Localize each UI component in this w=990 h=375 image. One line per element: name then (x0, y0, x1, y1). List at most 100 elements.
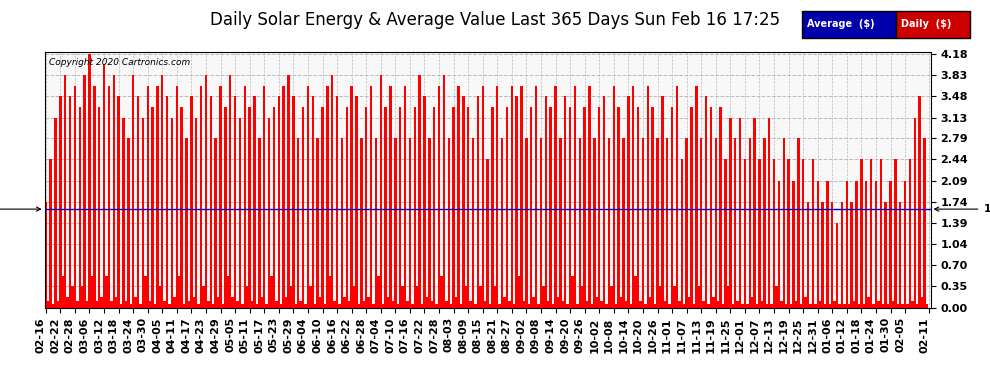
Bar (433, 107, 436, 308)
Bar (632, 86, 635, 308)
Bar (887, 304, 889, 307)
Bar (516, 96, 518, 308)
Bar (812, 159, 814, 308)
Bar (350, 86, 352, 308)
Bar (703, 302, 705, 307)
Bar (748, 138, 751, 308)
Text: 1.621: 1.621 (0, 204, 41, 214)
Bar (819, 302, 822, 307)
Bar (479, 286, 481, 308)
Bar (872, 304, 875, 307)
Bar (845, 181, 848, 308)
Bar (530, 107, 533, 308)
Bar (326, 86, 329, 308)
Bar (685, 138, 688, 308)
Bar (469, 302, 472, 307)
Bar (449, 304, 452, 307)
Bar (348, 302, 350, 307)
Bar (239, 117, 242, 308)
Bar (277, 96, 280, 308)
Bar (720, 107, 722, 308)
Bar (54, 117, 56, 308)
Bar (710, 107, 712, 308)
Bar (472, 138, 474, 308)
Bar (831, 202, 834, 308)
Bar (166, 96, 168, 308)
Bar (834, 302, 836, 307)
Bar (91, 276, 93, 308)
Bar (258, 138, 260, 308)
Bar (379, 75, 382, 307)
Bar (324, 304, 326, 307)
Bar (190, 96, 193, 308)
Bar (797, 138, 800, 308)
Bar (523, 302, 526, 307)
Bar (521, 86, 523, 308)
Bar (678, 302, 680, 307)
Bar (331, 75, 334, 307)
Bar (909, 159, 911, 308)
Bar (746, 304, 748, 307)
Bar (272, 107, 275, 308)
Bar (441, 276, 443, 308)
Bar (824, 304, 827, 307)
Bar (853, 302, 855, 307)
Bar (207, 302, 210, 307)
Bar (770, 304, 773, 307)
Bar (304, 304, 307, 307)
Bar (115, 297, 118, 307)
Bar (535, 86, 538, 308)
Bar (227, 276, 229, 308)
Bar (76, 302, 78, 307)
Bar (394, 138, 397, 308)
Bar (401, 286, 404, 308)
Bar (722, 304, 725, 307)
Bar (753, 117, 755, 308)
Bar (446, 302, 447, 307)
Bar (663, 302, 666, 307)
Bar (452, 107, 454, 308)
Bar (346, 107, 348, 308)
Bar (623, 138, 625, 308)
Bar (173, 297, 175, 307)
Bar (489, 304, 491, 307)
Bar (717, 302, 720, 307)
Bar (902, 304, 904, 307)
Bar (130, 304, 132, 307)
Bar (743, 159, 746, 308)
Bar (105, 276, 108, 308)
Bar (148, 302, 151, 307)
Bar (528, 304, 530, 307)
Bar (86, 302, 88, 307)
Bar (438, 86, 441, 308)
Bar (188, 302, 190, 307)
Bar (814, 304, 817, 307)
Bar (921, 297, 924, 307)
Bar (447, 138, 449, 308)
Bar (270, 276, 272, 308)
Bar (511, 86, 513, 308)
Bar (661, 96, 663, 308)
Bar (64, 75, 66, 307)
Bar (884, 202, 887, 308)
Bar (809, 304, 812, 307)
Bar (668, 304, 671, 307)
Bar (889, 181, 892, 308)
Bar (285, 297, 287, 307)
Bar (829, 304, 831, 307)
Bar (185, 138, 188, 308)
Bar (875, 181, 877, 308)
Bar (608, 138, 610, 308)
Bar (222, 304, 224, 307)
Bar (334, 302, 336, 307)
Bar (168, 304, 171, 307)
Bar (499, 304, 501, 307)
Bar (666, 138, 668, 308)
Bar (501, 138, 503, 308)
Bar (926, 304, 929, 307)
Bar (210, 96, 212, 308)
Bar (795, 302, 797, 307)
Text: Copyright 2020 Cartronics.com: Copyright 2020 Cartronics.com (49, 58, 190, 67)
Bar (566, 304, 569, 307)
Bar (564, 96, 566, 308)
